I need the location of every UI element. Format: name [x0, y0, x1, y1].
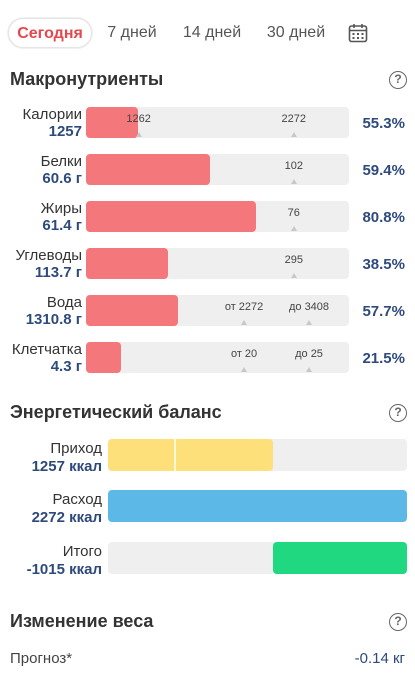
calendar-icon[interactable]	[348, 23, 368, 43]
macro-progress-fill	[86, 201, 256, 232]
energy-value: -1015 ккал	[26, 561, 102, 578]
weight-title: Изменение веса	[10, 611, 154, 631]
macro-row: Калории 1257 1262 2272 55.3%	[0, 106, 415, 146]
macro-target-marker	[306, 367, 313, 372]
macro-value: 1310.8 г	[25, 311, 82, 328]
macro-target-label: до 3408	[288, 301, 330, 313]
macro-target-label: 102	[284, 160, 303, 172]
energy-title: Энергетический баланс	[10, 402, 222, 422]
macro-name: Калории	[22, 106, 82, 123]
macro-target-label: от 20	[230, 348, 258, 360]
forecast-value: -0.14 кг	[354, 650, 405, 667]
macro-target-marker	[290, 226, 297, 231]
macro-value: 60.6 г	[42, 170, 82, 187]
macro-target-marker	[241, 367, 248, 372]
macro-percent: 55.3%	[362, 115, 405, 132]
energy-name: Итого	[62, 543, 102, 560]
macro-target-label: от 2272	[224, 301, 264, 313]
macro-name: Жиры	[40, 200, 82, 217]
tab-today[interactable]: Сегодня	[8, 18, 92, 48]
macro-row: Клетчатка 4.3 г от 20 до 25 21.5%	[0, 341, 415, 381]
macro-target-label: 76	[287, 207, 300, 219]
macro-target-marker	[290, 132, 297, 137]
macro-progress-bar: 295	[86, 248, 349, 279]
energy-bar-fill	[108, 490, 407, 522]
macro-progress-fill	[86, 248, 169, 279]
macro-percent: 80.8%	[362, 209, 405, 226]
macro-value: 4.3 г	[50, 358, 82, 375]
macro-name: Вода	[46, 294, 82, 311]
forecast-label: Прогноз*	[10, 650, 73, 667]
macro-target-marker	[135, 132, 142, 137]
energy-name: Приход	[50, 440, 102, 457]
macro-value: 61.4 г	[42, 217, 82, 234]
tab-30-days[interactable]: 30 дней	[266, 24, 326, 41]
energy-row: Приход 1257 ккал	[0, 438, 415, 478]
energy-bar-divider	[173, 439, 176, 471]
energy-value: 1257 ккал	[31, 458, 102, 475]
macro-percent: 21.5%	[362, 350, 405, 367]
energy-bar	[108, 490, 407, 522]
macro-progress-bar: 1262 2272	[86, 107, 349, 138]
macro-progress-fill	[86, 295, 179, 326]
macro-name: Углеводы	[15, 247, 82, 264]
macro-progress-fill	[86, 107, 138, 138]
energy-bar-fill	[108, 439, 274, 471]
macro-target-marker	[241, 320, 248, 325]
macro-percent: 57.7%	[362, 303, 405, 320]
macro-percent: 38.5%	[362, 256, 405, 273]
macro-row: Вода 1310.8 г от 2272 до 3408 57.7%	[0, 294, 415, 334]
macro-row: Жиры 61.4 г 76 80.8%	[0, 200, 415, 240]
macro-target-marker	[306, 320, 313, 325]
energy-row: Расход 2272 ккал	[0, 489, 415, 529]
tab-14-days[interactable]: 14 дней	[182, 24, 242, 41]
macro-progress-bar: от 2272 до 3408	[86, 295, 349, 326]
macro-progress-bar: 102	[86, 154, 349, 185]
macro-target-label: 2272	[281, 113, 307, 125]
macro-target-label: 1262	[126, 113, 151, 125]
period-tabs: Сегодня 7 дней 14 дней 30 дней	[0, 0, 415, 66]
energy-row: Итого -1015 ккал	[0, 541, 415, 581]
energy-value: 2272 ккал	[31, 509, 102, 526]
macro-name: Белки	[40, 153, 82, 170]
macro-target-label: до 25	[295, 348, 323, 360]
macros-help-icon[interactable]: ?	[389, 71, 407, 89]
macro-row: Белки 60.6 г 102 59.4%	[0, 153, 415, 193]
macro-percent: 59.4%	[362, 162, 405, 179]
macro-target-marker	[290, 273, 297, 278]
macro-progress-fill	[86, 154, 210, 185]
macro-row: Углеводы 113.7 г 295 38.5%	[0, 247, 415, 287]
energy-help-icon[interactable]: ?	[389, 404, 407, 422]
macro-target-marker	[290, 179, 297, 184]
energy-bar-fill	[273, 542, 407, 574]
macro-value: 1257	[48, 123, 82, 140]
macro-value: 113.7 г	[34, 264, 82, 281]
macro-target-label: 295	[284, 254, 303, 266]
macro-progress-bar: от 20 до 25	[86, 342, 349, 373]
energy-name: Расход	[52, 491, 102, 508]
weight-help-icon[interactable]: ?	[389, 613, 407, 631]
tab-7-days[interactable]: 7 дней	[107, 24, 157, 41]
macro-progress-bar: 76	[86, 201, 349, 232]
macro-progress-fill	[86, 342, 121, 373]
energy-bar	[108, 439, 407, 471]
macro-name: Клетчатка	[11, 341, 82, 358]
macros-title: Макронутриенты	[10, 69, 164, 89]
energy-bar	[108, 542, 407, 574]
